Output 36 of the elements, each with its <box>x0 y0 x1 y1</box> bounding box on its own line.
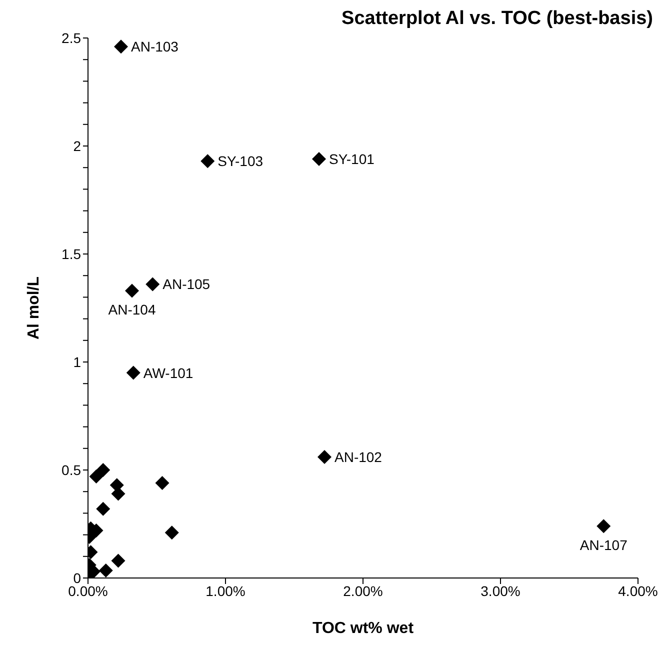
point <box>596 519 611 534</box>
point <box>89 469 104 484</box>
point <box>200 154 215 168</box>
y-tick-label: 2.5 <box>62 30 82 46</box>
annotation: SY-101 <box>329 150 375 167</box>
point <box>318 450 332 464</box>
annotation: AN-104 <box>108 302 156 318</box>
y-tick-label: 1.5 <box>62 246 82 262</box>
point <box>96 463 110 477</box>
point <box>111 554 126 568</box>
point <box>164 526 179 540</box>
point <box>125 284 139 298</box>
point <box>111 486 126 501</box>
annotation: AN-105 <box>162 276 210 292</box>
y-axis-title: Al mol/L <box>26 276 43 340</box>
annotation: AN-102 <box>334 449 382 466</box>
annotation: AN-107 <box>580 537 628 554</box>
y-tick-label: 2 <box>73 138 82 154</box>
annotation: AW-101 <box>143 364 194 381</box>
y-tick-label: 1 <box>73 354 82 370</box>
chart-title: Scatterplot Al vs. TOC (best-basis) <box>342 8 653 30</box>
annotation: SY-103 <box>218 153 264 170</box>
y-tick-label: 0.5 <box>62 462 82 478</box>
x-tick-label: 4.00% <box>618 582 658 599</box>
point <box>312 152 326 166</box>
point <box>98 563 113 578</box>
point <box>114 40 128 54</box>
annotation: AN-103 <box>131 38 179 55</box>
x-tick-label: 2.00% <box>343 582 383 599</box>
point <box>126 366 140 380</box>
point <box>146 277 160 292</box>
point <box>155 476 170 490</box>
x-tick-label: 3.00% <box>480 582 520 599</box>
x-tick-label: 1.00% <box>206 582 246 599</box>
point <box>96 502 110 516</box>
x-axis-title: TOC wt% wet <box>312 620 414 637</box>
